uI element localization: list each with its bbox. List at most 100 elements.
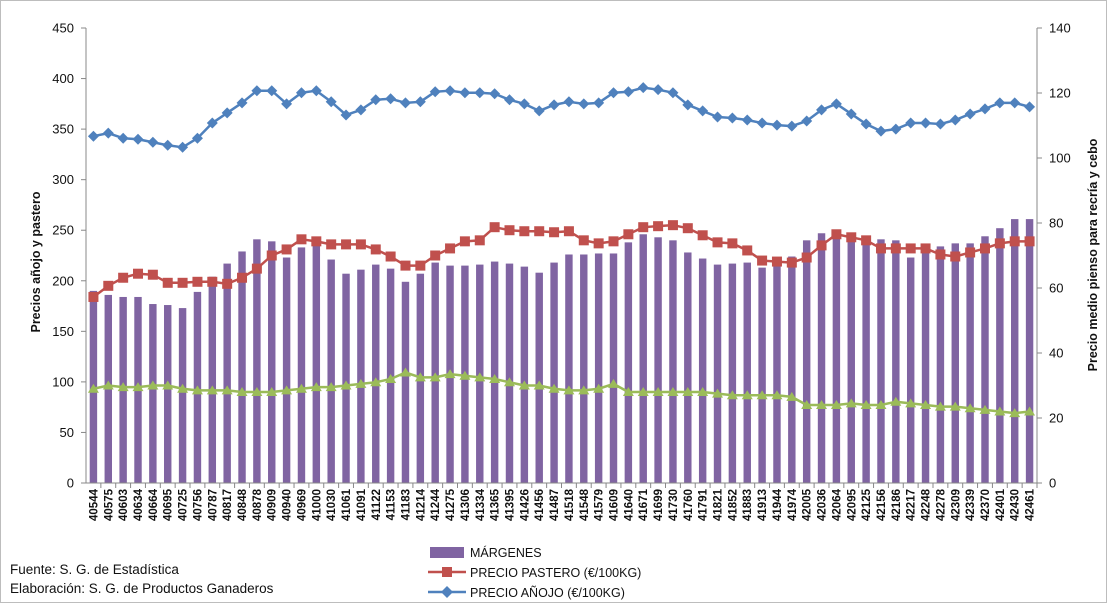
bar-margins bbox=[580, 254, 588, 483]
bar-margins bbox=[773, 262, 781, 483]
point-diamond-series bbox=[221, 107, 233, 119]
bar-margins bbox=[966, 243, 974, 483]
point-square-series bbox=[920, 243, 931, 254]
point-diamond-series bbox=[177, 141, 189, 153]
bar-margins bbox=[327, 259, 335, 483]
point-diamond-series bbox=[340, 109, 352, 121]
point-triangle-series bbox=[637, 387, 649, 396]
bar-margins bbox=[178, 308, 187, 483]
legend-swatch-margins bbox=[430, 547, 464, 558]
x-tick-label: 42036 bbox=[817, 489, 829, 521]
point-diamond-series bbox=[563, 96, 575, 108]
point-triangle-series bbox=[295, 383, 307, 393]
point-square-series bbox=[608, 236, 619, 247]
point-diamond-series bbox=[489, 88, 501, 100]
legend-label-margins: MÁRGENES bbox=[470, 545, 542, 560]
bar-margins bbox=[817, 233, 826, 483]
x-tick-label: 42248 bbox=[921, 488, 933, 521]
bar-margins bbox=[936, 246, 945, 483]
point-diamond-series bbox=[385, 93, 397, 105]
point-diamond-series bbox=[355, 104, 367, 116]
x-tick-label: 41699 bbox=[653, 489, 665, 521]
point-diamond-series bbox=[295, 87, 307, 99]
point-square-series bbox=[192, 276, 203, 287]
x-tick-label: 40940 bbox=[282, 489, 294, 521]
point-triangle-series bbox=[236, 387, 248, 396]
point-triangle-series bbox=[355, 378, 367, 388]
point-square-series bbox=[311, 236, 322, 247]
left-tick-label: 150 bbox=[52, 324, 74, 339]
point-diamond-series bbox=[236, 97, 248, 109]
x-tick-label: 41091 bbox=[356, 488, 368, 521]
right-y-axis: 0 20 40 60 80 100 120 140 bbox=[1037, 21, 1071, 491]
x-tick-label: 41030 bbox=[326, 489, 338, 521]
point-diamond-series bbox=[117, 132, 129, 144]
bar-margins bbox=[743, 262, 751, 483]
point-square-series bbox=[549, 227, 560, 238]
point-triangle-series bbox=[206, 385, 218, 395]
point-diamond-series bbox=[771, 119, 783, 131]
point-square-series bbox=[415, 260, 426, 271]
point-triangle-series bbox=[162, 380, 174, 390]
point-diamond-series bbox=[162, 139, 174, 151]
point-square-series bbox=[474, 235, 485, 246]
point-triangle-series bbox=[1024, 406, 1036, 416]
point-triangle-series bbox=[860, 400, 872, 409]
x-tick-label: 41913 bbox=[757, 489, 769, 521]
x-tick-label: 41244 bbox=[430, 488, 442, 521]
point-triangle-series bbox=[652, 387, 664, 396]
point-triangle-series bbox=[340, 380, 352, 390]
right-tick-label: 100 bbox=[1049, 151, 1071, 166]
x-tick-label: 41944 bbox=[772, 488, 784, 521]
bar-margins bbox=[698, 258, 707, 483]
point-square-series bbox=[994, 238, 1005, 249]
x-tick-label: 40909 bbox=[267, 489, 279, 521]
point-diamond-series bbox=[1009, 97, 1021, 109]
x-tick-label: 40634 bbox=[133, 488, 145, 521]
point-triangle-series bbox=[786, 391, 798, 401]
point-triangle-series bbox=[414, 372, 426, 382]
point-square-series bbox=[593, 238, 604, 249]
right-tick-label: 80 bbox=[1049, 216, 1063, 231]
legend: MÁRGENES PRECIO PASTERO (€/100KG) PRECIO… bbox=[428, 545, 641, 600]
point-diamond-series bbox=[949, 114, 961, 126]
bar-margins bbox=[981, 236, 989, 483]
point-triangle-series bbox=[578, 385, 590, 395]
point-triangle-series bbox=[429, 372, 441, 382]
point-diamond-series bbox=[191, 132, 203, 144]
bar-margins bbox=[401, 281, 410, 483]
x-tick-label: 40544 bbox=[88, 488, 100, 521]
x-tick-label: 41456 bbox=[534, 489, 546, 521]
point-diamond-series bbox=[548, 99, 560, 111]
point-diamond-series bbox=[979, 103, 991, 115]
bar-margins bbox=[520, 266, 529, 483]
point-diamond-series bbox=[325, 96, 337, 108]
point-triangle-series bbox=[905, 398, 917, 408]
x-tick-label: 40878 bbox=[252, 488, 264, 521]
point-triangle-series bbox=[920, 400, 932, 409]
point-triangle-series bbox=[890, 396, 902, 406]
point-square-series bbox=[1024, 236, 1035, 247]
point-diamond-series bbox=[459, 87, 471, 99]
point-diamond-series bbox=[756, 117, 768, 129]
point-square-series bbox=[133, 268, 144, 279]
point-diamond-series bbox=[102, 127, 114, 139]
point-square-series bbox=[103, 280, 114, 291]
point-triangle-series bbox=[399, 367, 411, 377]
point-triangle-series bbox=[726, 390, 738, 400]
point-square-series bbox=[727, 238, 738, 249]
point-triangle-series bbox=[816, 400, 828, 409]
point-square-series bbox=[816, 240, 827, 251]
x-tick-label: 42370 bbox=[980, 489, 992, 521]
x-tick-label: 42217 bbox=[906, 489, 918, 521]
point-diamond-series bbox=[206, 117, 218, 129]
point-triangle-series bbox=[177, 383, 189, 393]
right-tick-label: 120 bbox=[1049, 86, 1071, 101]
x-tick-label: 40664 bbox=[148, 488, 160, 521]
bar-margins bbox=[862, 237, 870, 483]
left-tick-label: 200 bbox=[52, 273, 74, 288]
point-diamond-series bbox=[712, 111, 724, 123]
bar-margins bbox=[654, 237, 662, 483]
point-square-series bbox=[88, 291, 99, 302]
bar-margins bbox=[624, 242, 633, 483]
